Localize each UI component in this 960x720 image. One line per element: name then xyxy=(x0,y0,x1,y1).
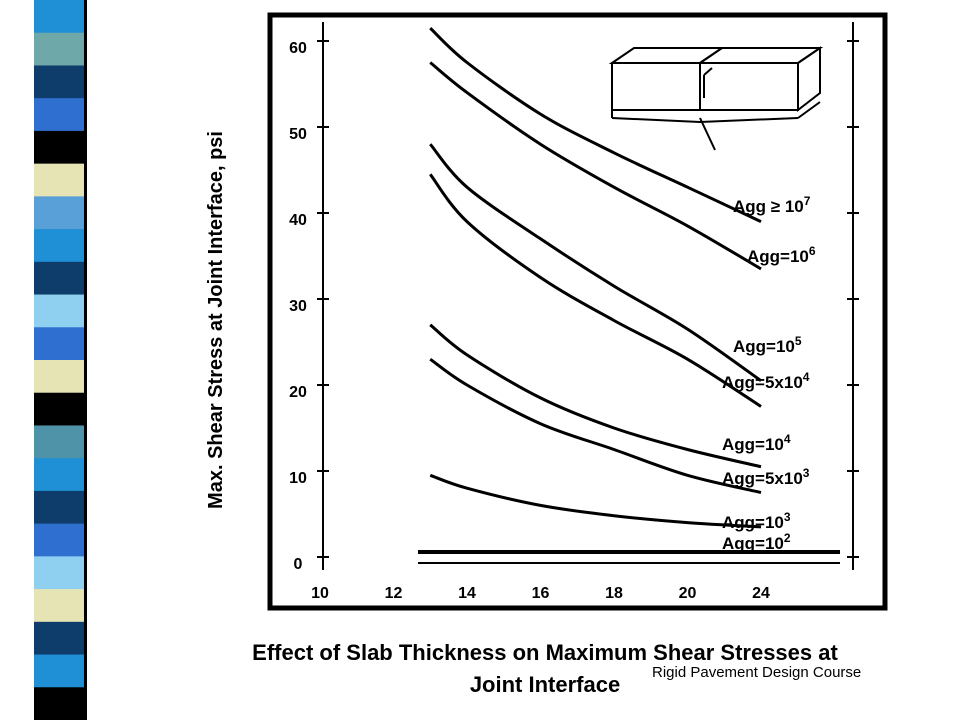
y-tick-label: 0 xyxy=(294,556,303,573)
curve-labels: Agg ≥ 107 Agg=106 Agg=105 Agg=5x104 Agg=104 A… xyxy=(722,194,816,553)
x-tick-label: 16 xyxy=(532,585,550,602)
series-label: Agg=106 xyxy=(747,244,816,266)
y-tick-label: 60 xyxy=(289,40,307,57)
series-label: Agg ≥ 107 xyxy=(733,194,811,216)
curves xyxy=(429,27,762,529)
decorative-stripe xyxy=(34,0,87,720)
stripe-block xyxy=(34,687,84,720)
stripe-block xyxy=(34,490,84,525)
stripe-block xyxy=(34,360,84,394)
stripe-shadow xyxy=(84,0,87,720)
series-curve xyxy=(429,357,762,494)
series-curve xyxy=(429,473,762,529)
series-curve xyxy=(429,27,762,223)
caption-line-1: Effect of Slab Thickness on Maximum Shea… xyxy=(252,640,838,665)
series-label: Agg=5x103 xyxy=(722,466,810,488)
x-tick-label: 14 xyxy=(458,585,476,602)
series-label: Agg=103 xyxy=(722,510,791,532)
series-label: Agg=5x104 xyxy=(722,370,810,392)
stripe-block xyxy=(34,0,84,34)
y-tick-label: 40 xyxy=(289,212,307,229)
x-tick-label: 10 xyxy=(311,585,329,602)
chart-frame xyxy=(267,12,888,611)
stripe-block xyxy=(34,589,84,623)
y-tick-label: 50 xyxy=(289,126,307,143)
stripe-block xyxy=(34,294,84,328)
x-tick-label: 18 xyxy=(605,585,623,602)
x-tick-label: 24 xyxy=(752,585,770,602)
series-curve xyxy=(429,143,762,382)
stripe-block xyxy=(34,654,84,688)
stripe-block xyxy=(34,261,84,296)
series-curve xyxy=(429,173,762,408)
stripe-block xyxy=(34,65,84,99)
slide-caption: Effect of Slab Thickness on Maximum Shea… xyxy=(170,637,920,701)
series-curve xyxy=(429,323,762,469)
course-footer: Rigid Pavement Design Course xyxy=(652,664,862,681)
x-tick-label: 20 xyxy=(679,585,697,602)
stripe-block xyxy=(34,523,84,557)
stripe-block xyxy=(34,196,84,230)
stripe-block xyxy=(34,425,84,459)
stripe-block xyxy=(34,327,84,361)
x-tick-label: 12 xyxy=(385,585,403,602)
stripe-block xyxy=(34,458,84,492)
series-label: Agg=105 xyxy=(733,334,802,356)
caption-line-2: Joint Interface xyxy=(469,672,621,697)
stripe-block xyxy=(34,556,84,590)
series-curve xyxy=(429,61,762,271)
y-tick-label: 20 xyxy=(289,384,307,401)
stripe-block xyxy=(34,130,84,165)
ticks: 0 10 20 30 40 50 60 10 12 14 16 18 20 24 xyxy=(289,40,859,602)
stripe-block xyxy=(34,621,84,656)
slab-joint-sketch xyxy=(608,46,824,151)
stripe-block xyxy=(34,32,84,66)
y-tick-label: 30 xyxy=(289,298,307,315)
stripe-block xyxy=(34,392,84,426)
stripe-block xyxy=(34,98,84,132)
y-axis-title: Max. Shear Stress at Joint Interface, ps… xyxy=(205,131,227,509)
series-label: Agg=102 xyxy=(722,531,791,553)
y-tick-label: 10 xyxy=(289,470,307,487)
stripe-block xyxy=(34,163,84,197)
series-label: Agg=104 xyxy=(722,432,791,454)
stripe-block xyxy=(34,229,84,263)
